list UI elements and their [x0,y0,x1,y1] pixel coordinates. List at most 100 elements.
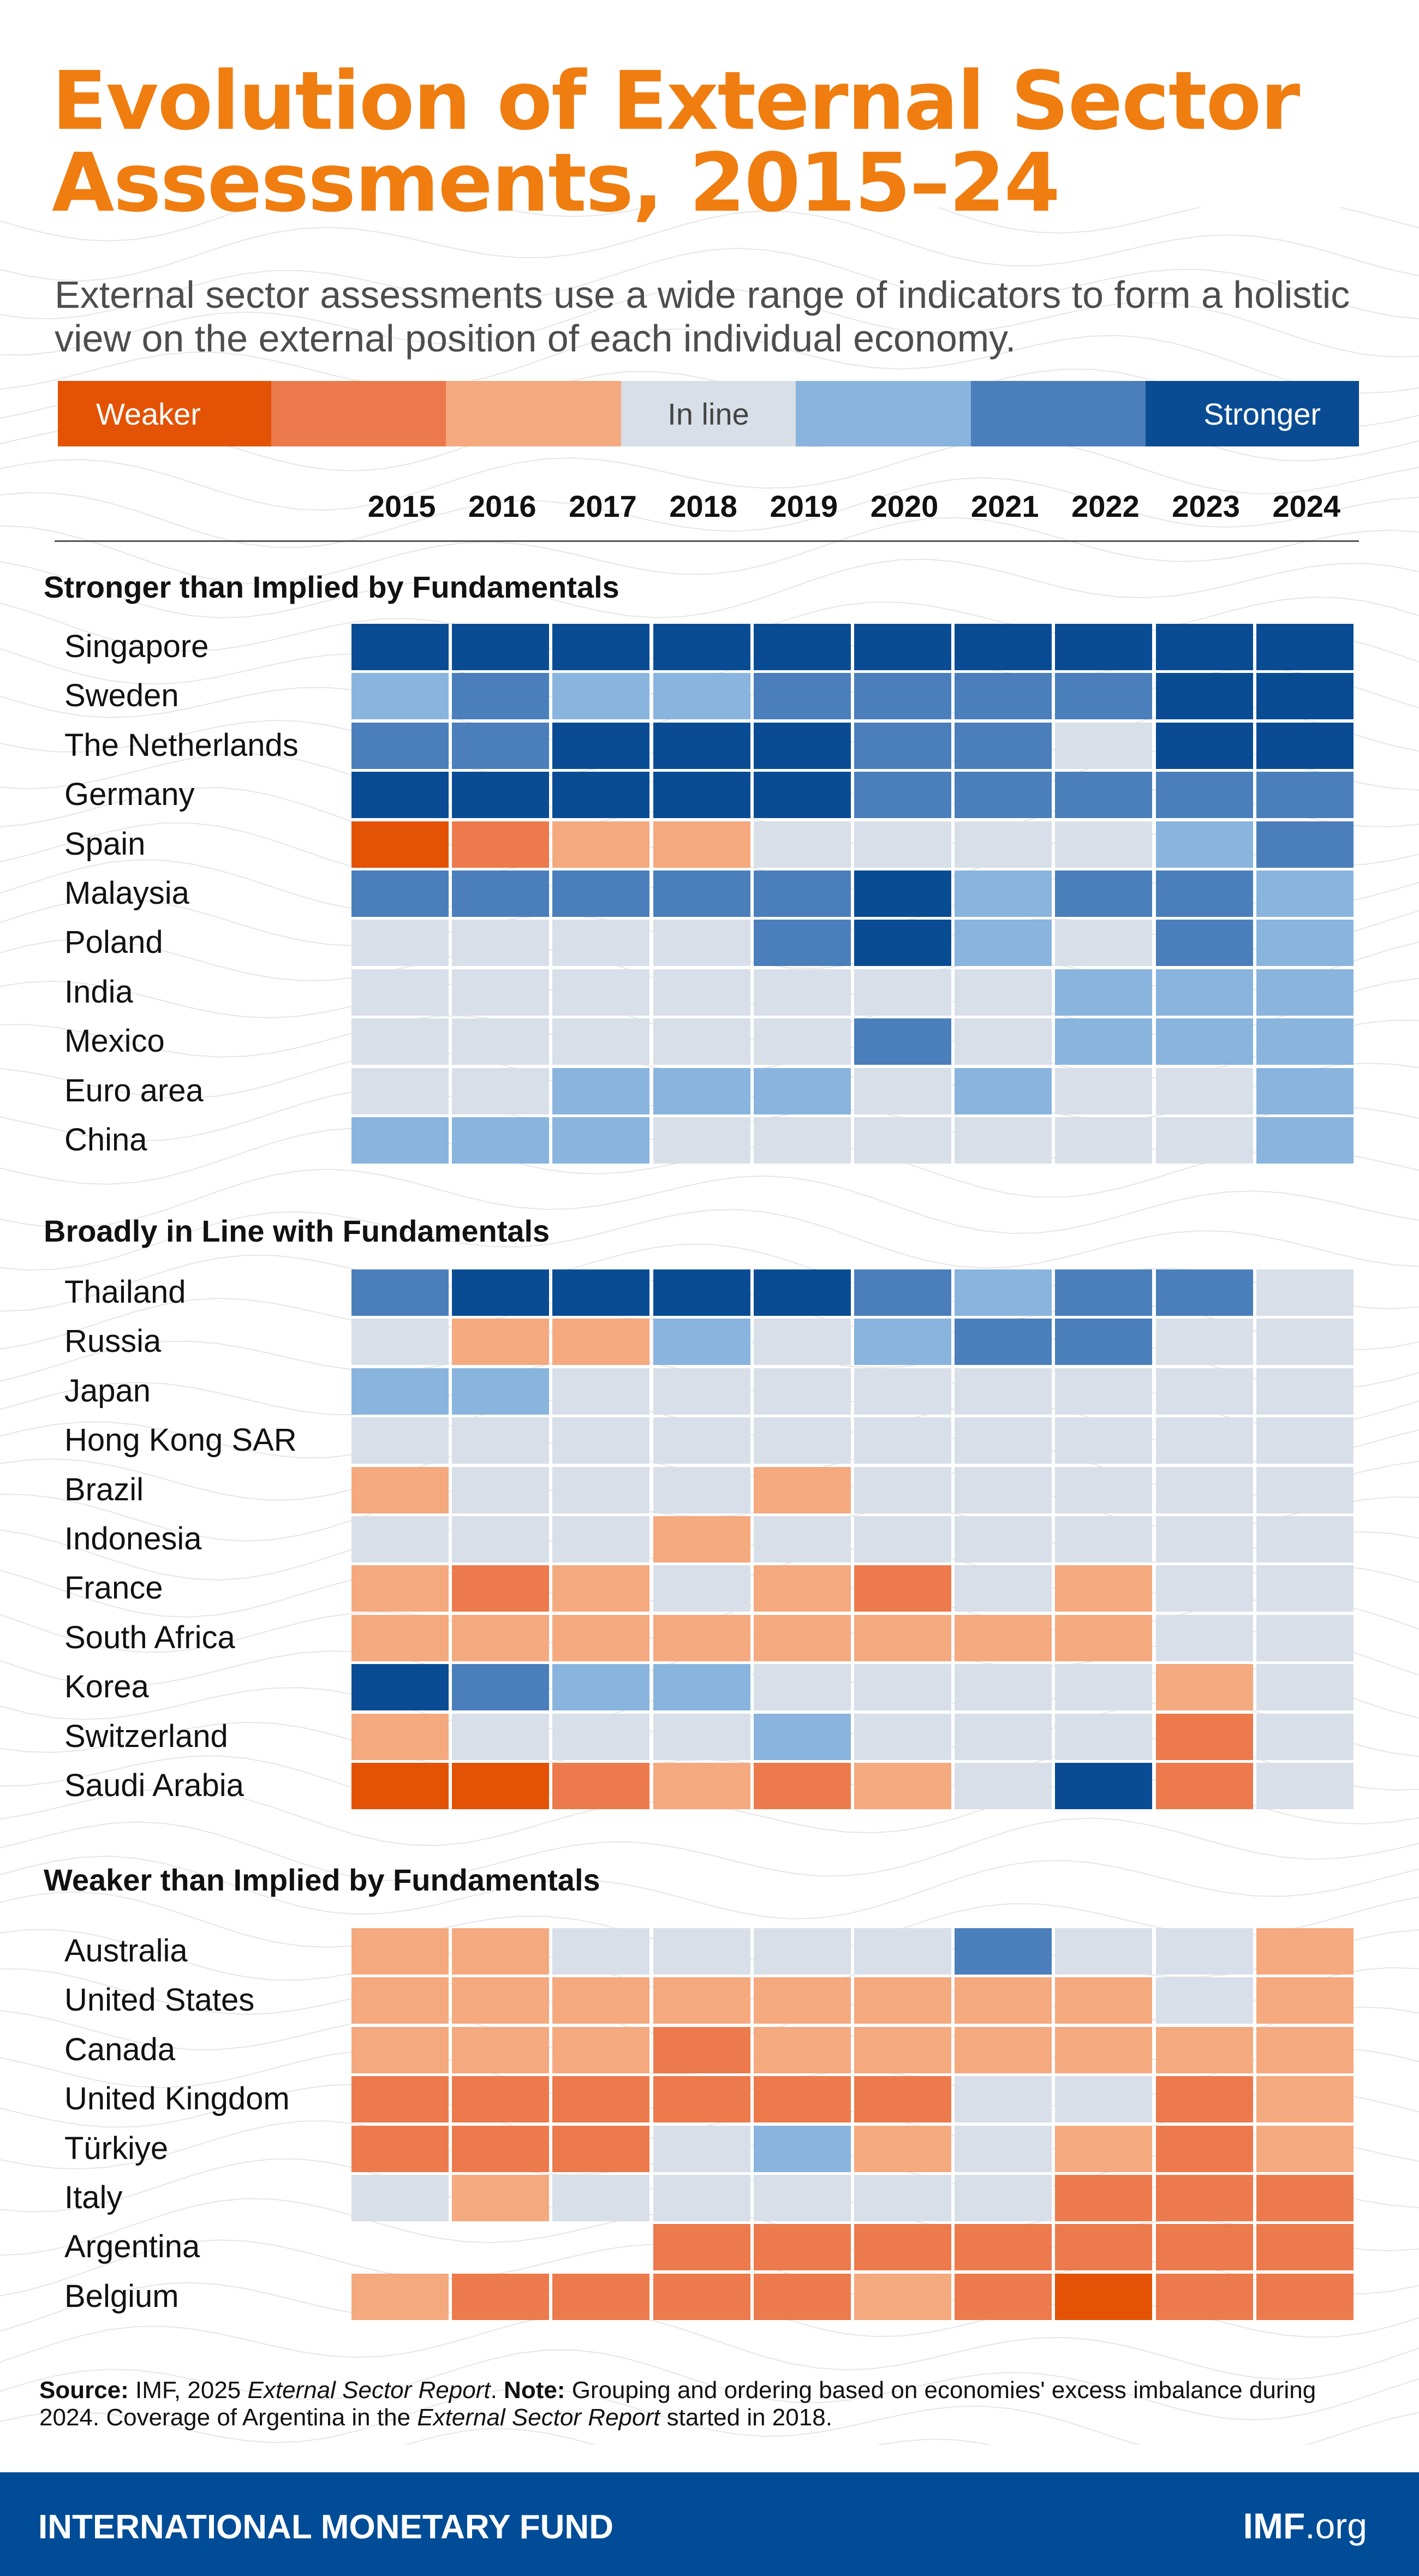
note-report-title: External Sector Report [417,2404,660,2431]
heatmap-cell [854,920,951,967]
heatmap-cell [552,1269,650,1316]
heatmap-cell [1055,920,1153,967]
heatmap-cell [351,2125,449,2172]
heatmap-cell [1055,1977,1153,2024]
heatmap-cell [351,1018,449,1065]
heatmap-cell [351,2076,449,2123]
heatmap-cell [1155,1269,1253,1316]
section-heading: Stronger than Implied by Fundamentals [44,570,619,604]
heatmap-cell [351,1928,449,1975]
heatmap-cell [351,969,449,1016]
heatmap-cell [854,2076,951,2123]
heatmap-cell [351,870,449,917]
heatmap-cell [1055,1928,1153,1975]
heatmap-cell [1256,1664,1354,1711]
heatmap-cell [955,772,1052,819]
heatmap-cell [552,1565,650,1612]
heatmap-cell [452,870,550,917]
heatmap-cell [955,2273,1052,2320]
heatmap-cell [753,1018,851,1065]
heatmap-cell [753,722,851,769]
heatmap-cell [1256,722,1354,769]
heatmap-cell [452,2026,550,2073]
heatmap-cell [552,2026,650,2073]
heatmap-cell [854,1466,951,1513]
heatmap-cell [452,1269,550,1316]
heatmap-cell [452,969,550,1016]
economy-label: Belgium [64,2278,179,2314]
imf-site-link[interactable]: IMF.org [1243,2505,1367,2547]
title-line-2: Assessments, 2015–24 [52,136,1060,230]
legend-weaker-1 [446,381,621,446]
heatmap-cell [955,1977,1052,2024]
heatmap-cell [653,920,750,967]
year-label-2020: 2020 [870,489,939,523]
heatmap-cell [552,2175,650,2221]
heatmap-cell [653,1319,750,1365]
heatmap-cell [955,2076,1052,2123]
heatmap-cell [653,821,750,868]
heatmap-cell [1055,969,1153,1016]
heatmap-cell [1155,1068,1253,1114]
economy-label: Australia [64,1933,188,1969]
heatmap-cell [452,2273,550,2320]
heatmap-cell [1055,2175,1153,2221]
color-legend: Weaker In line Stronger [58,381,1360,446]
heatmap-cell [753,1368,851,1415]
heatmap-cell [955,1664,1052,1711]
heatmap-cell [955,1516,1052,1563]
heatmap-cell [955,673,1052,720]
economy-label: Poland [64,925,163,961]
heatmap-cell [955,1417,1052,1464]
economy-label: Hong Kong SAR [64,1422,297,1458]
heatmap-cell [1155,1565,1253,1612]
heatmap-cell [552,1713,650,1760]
heatmap-cell [1155,1614,1253,1661]
page-title: Evolution of External Sector Assessments… [52,60,1389,224]
heatmap-cell [552,1117,650,1164]
heatmap-cell [452,2076,550,2123]
header-divider [55,540,1359,542]
economy-label: China [64,1122,147,1158]
heatmap-cell [753,1664,851,1711]
economy-label: Mexico [64,1023,165,1059]
heatmap-cell [452,1466,550,1513]
heatmap-cell [955,1117,1052,1164]
heatmap-cell [1055,2026,1153,2073]
heatmap-cell [552,673,650,720]
heatmap-cell [854,1565,951,1612]
heatmap-cell [854,2175,951,2221]
heatmap-cell [351,1565,449,1612]
heatmap-cell [452,1928,550,1975]
heatmap-cell [753,2026,851,2073]
heatmap-cell [1256,969,1354,1016]
heatmap-cell [1256,1466,1354,1513]
heatmap-cell [1155,722,1253,769]
heatmap-cell [854,1117,951,1164]
heatmap-cell [452,821,550,868]
heatmap-cell [1256,1614,1354,1661]
heatmap-cell [351,673,449,720]
heatmap-cell [653,1466,750,1513]
heatmap-cell [1055,722,1153,769]
heatmap-cell [552,920,650,967]
heatmap-cell [351,2273,449,2320]
year-header-row: 2015 2016 2017 2018 2019 2020 2021 2022 2023 2024 [351,488,1357,524]
heatmap-cell [854,673,951,720]
heatmap-cell [753,1269,851,1316]
heatmap-cell [552,1614,650,1661]
heatmap-cell [753,624,851,670]
imf-wordmark: INTERNATIONAL MONETARY FUND [38,2508,613,2546]
economy-label: United States [64,1982,255,2018]
legend-inline-label: In line [667,396,749,431]
heatmap-cell [955,1368,1052,1415]
heatmap-cell [653,1614,750,1661]
economy-label: Italy [64,2180,123,2215]
heatmap-cell [653,1977,750,2024]
heatmap-cell [1055,1763,1153,1809]
heatmap-cell [351,772,449,819]
heatmap-cell [1155,969,1253,1016]
heatmap-cell [452,2125,550,2172]
heatmap-cell [653,1664,750,1711]
heatmap-cell [854,722,951,769]
